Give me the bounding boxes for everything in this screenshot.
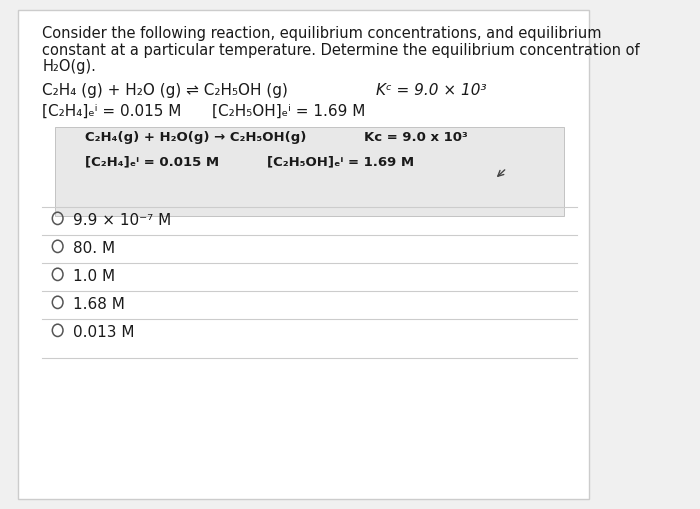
Text: [C₂H₄]ₑⁱ = 0.015 M: [C₂H₄]ₑⁱ = 0.015 M [43,104,182,119]
Text: 0.013 M: 0.013 M [73,325,134,340]
Text: 9.9 × 10⁻⁷ M: 9.9 × 10⁻⁷ M [73,213,171,228]
Text: H₂O(g).: H₂O(g). [43,59,97,74]
Text: constant at a particular temperature. Determine the equilibrium concentration of: constant at a particular temperature. De… [43,43,640,58]
Text: C₂H₄ (g) + H₂O (g) ⇌ C₂H₅OH (g): C₂H₄ (g) + H₂O (g) ⇌ C₂H₅OH (g) [43,83,288,98]
Text: 1.68 M: 1.68 M [73,297,125,312]
FancyBboxPatch shape [55,127,564,216]
Text: [C₂H₅OH]ₑⁱ = 1.69 M: [C₂H₅OH]ₑⁱ = 1.69 M [267,155,414,168]
Text: [C₂H₄]ₑⁱ = 0.015 M: [C₂H₄]ₑⁱ = 0.015 M [85,155,219,168]
Text: 1.0 M: 1.0 M [73,269,115,284]
FancyBboxPatch shape [18,10,589,499]
Text: Kc = 9.0 x 10³: Kc = 9.0 x 10³ [364,131,468,145]
Text: C₂H₄(g) + H₂O(g) → C₂H₅OH(g): C₂H₄(g) + H₂O(g) → C₂H₅OH(g) [85,131,307,145]
Text: Kᶜ = 9.0 × 10³: Kᶜ = 9.0 × 10³ [377,83,487,98]
Text: [C₂H₅OH]ₑⁱ = 1.69 M: [C₂H₅OH]ₑⁱ = 1.69 M [212,104,366,119]
Text: 80. M: 80. M [73,241,115,256]
Text: Consider the following reaction, equilibrium concentrations, and equilibrium: Consider the following reaction, equilib… [43,26,602,41]
